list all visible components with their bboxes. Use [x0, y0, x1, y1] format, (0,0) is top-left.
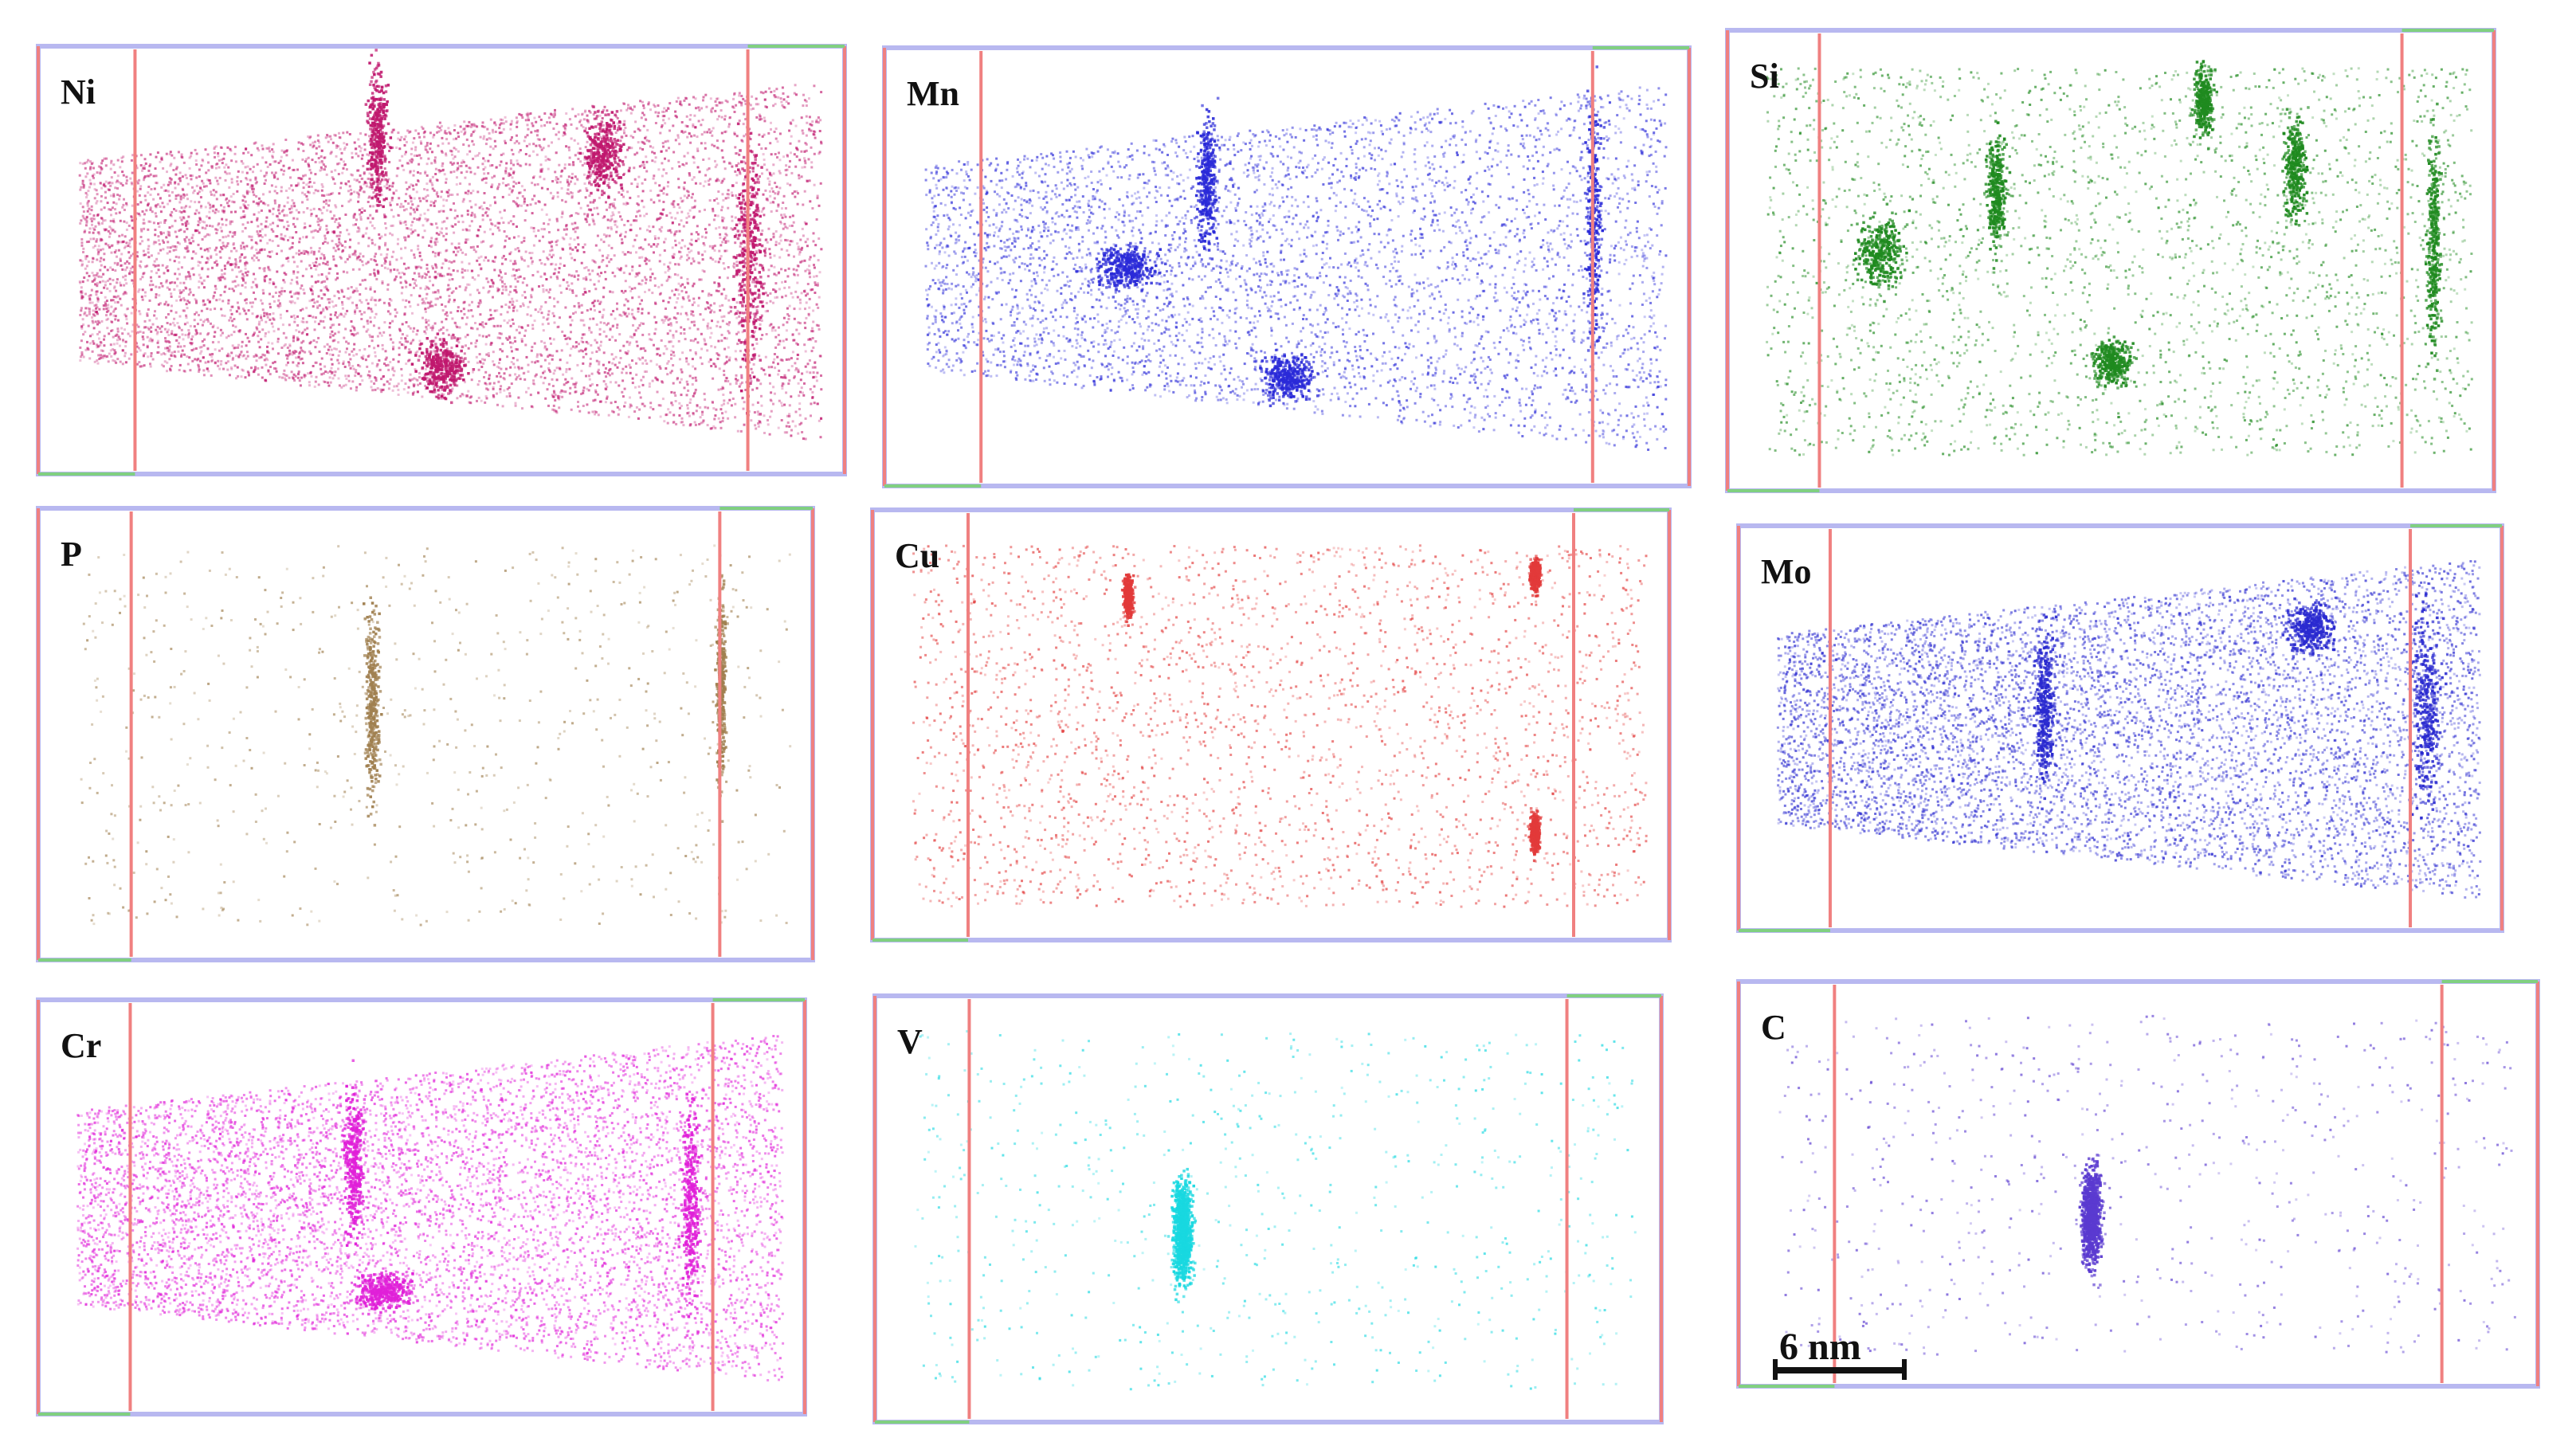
element-label: Si: [1750, 57, 1779, 96]
scale-bar-label: 6 nm: [1779, 1326, 1861, 1368]
element-label: Mo: [1761, 552, 1812, 591]
element-label: C: [1761, 1008, 1786, 1047]
element-label: V: [897, 1022, 923, 1061]
element-label: Cu: [895, 536, 939, 575]
element-label: Cr: [61, 1026, 101, 1065]
element-label: Ni: [61, 72, 96, 112]
element-label: Mn: [907, 74, 959, 113]
element-label: P: [61, 535, 82, 574]
